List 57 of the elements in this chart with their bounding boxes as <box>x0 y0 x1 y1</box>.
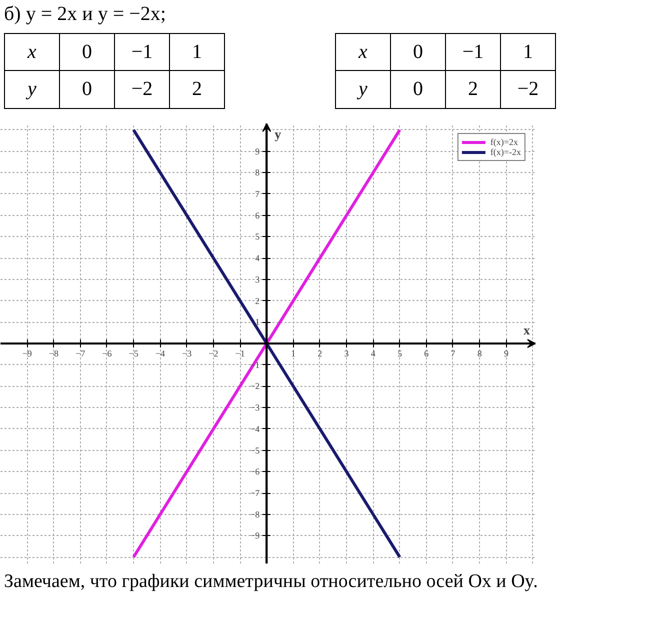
y-tick-label: 7 <box>255 188 260 199</box>
y-tick-label: 6 <box>255 210 260 220</box>
text: x <box>4 33 60 71</box>
text: x <box>336 33 390 71</box>
x-tick-label: 9 <box>504 348 509 358</box>
y-tick-label: −2 <box>250 381 260 392</box>
legend-label: f(x)=-2x <box>490 147 521 157</box>
text: 0 <box>390 33 446 71</box>
text: y <box>336 70 390 108</box>
text: 2 <box>170 70 224 108</box>
y-tick-label: −4 <box>250 424 260 434</box>
text: −2 <box>500 70 556 108</box>
y-tick-label: −3 <box>250 402 260 413</box>
chart-title: б) y = 2x и y = −2x; <box>4 2 167 27</box>
y-tick-label: 9 <box>255 146 260 156</box>
x-tick-label: −7 <box>76 348 86 358</box>
x-tick-label: 2 <box>318 348 322 358</box>
text: −1 <box>446 33 500 71</box>
y-tick-label: 5 <box>255 232 260 242</box>
y-tick-label: 1 <box>255 317 260 328</box>
x-tick-label: −6 <box>102 348 112 358</box>
text: y <box>4 70 60 108</box>
x-tick-label: 3 <box>344 348 350 358</box>
text: −1 <box>114 33 170 71</box>
text: Замечаем, что графики симметричны относительно осей Ox и Oy. <box>4 570 538 594</box>
y-tick-label: 3 <box>255 274 260 284</box>
text: 1 <box>170 33 224 71</box>
x-tick-label: 5 <box>398 348 403 358</box>
y-tick-label: 4 <box>255 253 260 264</box>
y-tick-label: −6 <box>250 466 260 477</box>
text: 0 <box>60 33 114 71</box>
y-tick-label: −9 <box>250 530 260 541</box>
x-tick-label: −8 <box>48 348 60 358</box>
x-tick-label: −2 <box>208 348 218 358</box>
legend-label: f(x)=2x <box>490 137 518 147</box>
y-tick-label: 8 <box>255 168 260 178</box>
x-tick-label: 4 <box>370 348 376 358</box>
x-tick-label: −4 <box>155 348 166 358</box>
x-tick-label: −1 <box>235 348 245 358</box>
text: 0 <box>390 70 446 108</box>
x-tick-label: −5 <box>128 348 139 358</box>
x-tick-label: −9 <box>22 348 32 358</box>
text: 2 <box>446 70 500 108</box>
text: −2 <box>114 70 170 108</box>
y-tick-label: −7 <box>250 488 260 498</box>
text: 0 <box>60 70 114 108</box>
y-tick-label: −5 <box>250 445 260 456</box>
x-axis-title: x <box>524 322 530 338</box>
text: 1 <box>500 33 556 71</box>
y-axis-title: y <box>274 126 282 142</box>
y-tick-label: −8 <box>250 509 260 520</box>
x-tick-label: 6 <box>424 348 430 358</box>
x-tick-label: 8 <box>477 348 482 358</box>
y-tick-label: 2 <box>255 296 260 306</box>
x-tick-label: 1 <box>291 348 296 358</box>
x-tick-label: 7 <box>450 348 456 358</box>
x-tick-label: −3 <box>182 348 192 358</box>
